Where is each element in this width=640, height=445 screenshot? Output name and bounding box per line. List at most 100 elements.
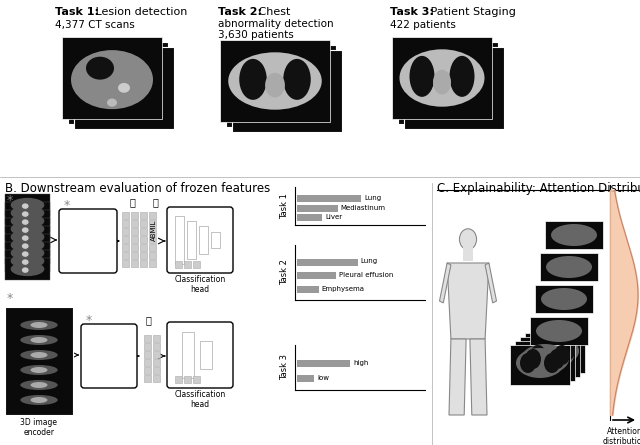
Ellipse shape: [265, 73, 285, 97]
Ellipse shape: [11, 222, 44, 236]
Ellipse shape: [520, 353, 536, 373]
Bar: [232, 50, 342, 132]
Text: Lung: Lung: [364, 195, 381, 202]
Bar: [5, 226, 50, 248]
Bar: [149, 252, 156, 259]
Bar: [131, 220, 138, 227]
Bar: [193, 261, 200, 268]
Bar: [149, 260, 156, 267]
Bar: [122, 244, 129, 251]
Bar: [5, 218, 50, 240]
Ellipse shape: [554, 345, 570, 365]
Ellipse shape: [525, 349, 541, 369]
Text: Patient Staging: Patient Staging: [427, 7, 516, 17]
Bar: [131, 228, 138, 235]
Polygon shape: [470, 339, 487, 415]
Ellipse shape: [559, 341, 575, 361]
Bar: [404, 47, 504, 129]
Text: abnormality detection: abnormality detection: [218, 19, 333, 29]
Ellipse shape: [530, 345, 546, 365]
Bar: [153, 375, 160, 382]
Ellipse shape: [535, 341, 551, 361]
Text: *: *: [86, 314, 92, 327]
Bar: [184, 261, 191, 268]
Polygon shape: [447, 263, 489, 339]
Text: Task 2:: Task 2:: [218, 7, 262, 17]
Bar: [140, 212, 147, 219]
Ellipse shape: [31, 337, 47, 343]
Ellipse shape: [11, 238, 44, 252]
Ellipse shape: [433, 70, 451, 94]
Bar: [153, 343, 160, 350]
Text: Chest: Chest: [255, 7, 291, 17]
Ellipse shape: [22, 219, 29, 225]
Bar: [187, 221, 196, 259]
Ellipse shape: [31, 322, 47, 328]
Bar: [149, 220, 156, 227]
Bar: [131, 260, 138, 267]
Ellipse shape: [22, 227, 29, 233]
Bar: [510, 345, 570, 385]
Bar: [182, 332, 194, 378]
Bar: [193, 376, 200, 383]
Text: low: low: [317, 375, 329, 381]
Bar: [297, 259, 358, 266]
Text: Lesion detection: Lesion detection: [92, 7, 188, 17]
Bar: [515, 341, 575, 381]
Bar: [140, 220, 147, 227]
Bar: [175, 216, 184, 264]
Text: ABMIL: ABMIL: [151, 219, 157, 241]
Bar: [140, 244, 147, 251]
Ellipse shape: [22, 203, 29, 209]
Bar: [149, 236, 156, 243]
Bar: [144, 367, 151, 374]
Ellipse shape: [31, 382, 47, 388]
Text: high: high: [353, 360, 369, 366]
Bar: [5, 210, 50, 232]
Bar: [144, 343, 151, 350]
Ellipse shape: [11, 206, 44, 220]
Ellipse shape: [86, 57, 114, 80]
FancyBboxPatch shape: [167, 322, 233, 388]
Bar: [211, 232, 220, 248]
Bar: [144, 375, 151, 382]
Bar: [184, 376, 191, 383]
Text: Task 3:: Task 3:: [390, 7, 434, 17]
Ellipse shape: [516, 348, 564, 378]
Bar: [62, 37, 162, 119]
Bar: [297, 205, 337, 212]
Ellipse shape: [544, 353, 560, 373]
Bar: [297, 360, 350, 367]
Text: 3D image
encoder: 3D image encoder: [90, 346, 127, 366]
Polygon shape: [449, 339, 466, 415]
Bar: [5, 242, 50, 264]
Ellipse shape: [536, 320, 582, 342]
Bar: [131, 212, 138, 219]
Bar: [140, 236, 147, 243]
Text: Task 2: Task 2: [280, 259, 289, 285]
Text: Classification
head: Classification head: [174, 390, 226, 409]
Bar: [153, 335, 160, 342]
Bar: [297, 214, 322, 222]
Bar: [144, 359, 151, 366]
Text: Attention
distribution: Attention distribution: [603, 427, 640, 445]
Ellipse shape: [546, 256, 592, 278]
Ellipse shape: [31, 352, 47, 358]
Ellipse shape: [22, 251, 29, 257]
Text: *: *: [7, 194, 13, 207]
Ellipse shape: [541, 288, 587, 310]
Bar: [297, 272, 336, 279]
Ellipse shape: [11, 254, 44, 268]
Polygon shape: [485, 263, 497, 303]
Text: 🔥: 🔥: [152, 197, 158, 207]
Bar: [297, 375, 314, 382]
Ellipse shape: [22, 235, 29, 241]
Text: Task 1:: Task 1:: [55, 7, 99, 17]
Ellipse shape: [549, 349, 565, 369]
Ellipse shape: [551, 224, 597, 246]
Bar: [140, 252, 147, 259]
Bar: [525, 333, 585, 373]
Text: 4,377 CT scans: 4,377 CT scans: [55, 20, 135, 30]
Ellipse shape: [284, 59, 311, 100]
Bar: [144, 351, 151, 358]
